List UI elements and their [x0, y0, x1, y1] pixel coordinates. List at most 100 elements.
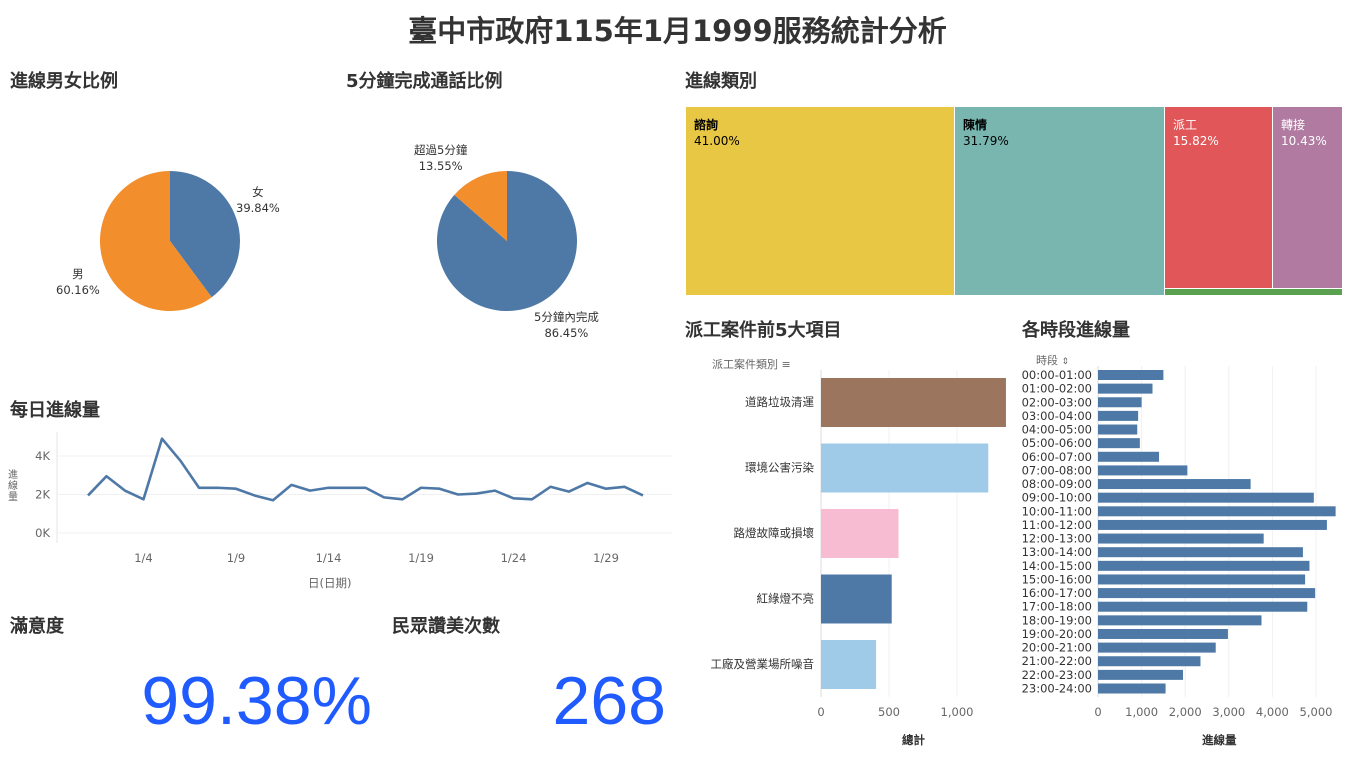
- treemap-cell-pct: 41.00%: [694, 134, 740, 148]
- treemap-cell-transfer[interactable]: 轉接 10.43%: [1272, 106, 1343, 289]
- hourly-category-label: 03:00-04:00: [1022, 409, 1092, 423]
- daily-chart-title: 每日進線量: [10, 400, 100, 421]
- hourly-bar[interactable]: [1098, 519, 1327, 530]
- hourly-bar[interactable]: [1098, 465, 1188, 476]
- hourly-bar[interactable]: [1098, 533, 1264, 544]
- praise-count-value: 268: [552, 663, 666, 739]
- satisfaction-title: 滿意度: [10, 616, 64, 637]
- dispatch-category-label: 道路垃圾清運: [745, 395, 814, 409]
- hourly-bar[interactable]: [1098, 642, 1216, 653]
- hourly-category-label: 12:00-13:00: [1022, 532, 1092, 546]
- gender-male-pct: 60.16%: [56, 283, 100, 297]
- x-tick-label: 3,000: [1212, 705, 1245, 719]
- hourly-category-label: 04:00-05:00: [1022, 423, 1092, 437]
- dispatch-category-header-label: 派工案件類別: [712, 358, 778, 371]
- hourly-bar[interactable]: [1098, 574, 1306, 585]
- hourly-bar[interactable]: [1098, 669, 1184, 680]
- treemap-cell-pct: 10.43%: [1281, 134, 1327, 148]
- dispatch-category-label: 環境公害污染: [745, 461, 814, 475]
- hourly-bar[interactable]: [1098, 438, 1140, 449]
- dispatch-x-axis-title: 總計: [902, 733, 925, 747]
- treemap-cell-pct: 31.79%: [963, 134, 1009, 148]
- treemap-cell-pct: 15.82%: [1173, 134, 1219, 148]
- gender-female-name: 女: [252, 185, 264, 199]
- dispatch-bar[interactable]: [821, 443, 989, 493]
- daily-x-axis-title: 日(日期): [308, 576, 352, 590]
- hourly-bar[interactable]: [1098, 424, 1138, 435]
- pie-slice[interactable]: [454, 171, 507, 241]
- sort-icon[interactable]: ≡: [781, 358, 791, 371]
- gender-male-name: 男: [72, 267, 84, 281]
- hourly-category-label: 14:00-15:00: [1022, 559, 1092, 573]
- hourly-category-label: 15:00-16:00: [1022, 572, 1092, 586]
- y-tick-label: 4K: [35, 449, 50, 463]
- treemap-cell-consult[interactable]: 諮詢 41.00%: [685, 106, 955, 296]
- category-treemap: 諮詢 41.00% 陳情 31.79% 派工 15.82% 轉接 10.43%: [685, 106, 1343, 296]
- pie-slice[interactable]: [99, 171, 212, 312]
- x-tick-label: 5,000: [1300, 705, 1333, 719]
- hourly-bar[interactable]: [1098, 628, 1228, 639]
- hourly-bar[interactable]: [1098, 479, 1251, 490]
- hourly-category-label: 16:00-17:00: [1022, 586, 1092, 600]
- treemap-cell-dispatch[interactable]: 派工 15.82%: [1164, 106, 1273, 289]
- x-tick-label: 1/24: [501, 551, 527, 565]
- x-tick-label: 1/4: [134, 551, 153, 565]
- hourly-category-label: 11:00-12:00: [1022, 518, 1092, 532]
- hourly-bar[interactable]: [1098, 683, 1166, 694]
- dispatch-bar[interactable]: [821, 574, 892, 624]
- category-chart-title: 進線類別: [685, 71, 757, 92]
- hourly-bar[interactable]: [1098, 615, 1262, 626]
- gender-female-label: 女 39.84%: [236, 184, 280, 216]
- x-tick-label: 500: [878, 705, 900, 719]
- hourly-bar[interactable]: [1098, 560, 1310, 571]
- hourly-chart-title: 各時段進線量: [1022, 320, 1130, 341]
- dispatch-bar[interactable]: [821, 509, 899, 558]
- dispatch-bar[interactable]: [821, 378, 1006, 427]
- duration-over-name: 超過5分鐘: [414, 143, 468, 157]
- duration-within-label: 5分鐘內完成 86.45%: [534, 309, 599, 341]
- hourly-bar[interactable]: [1098, 588, 1316, 599]
- duration-over-label: 超過5分鐘 13.55%: [414, 142, 467, 174]
- treemap-cell-name: 轉接: [1281, 118, 1306, 132]
- hourly-bar[interactable]: [1098, 547, 1303, 558]
- treemap-cell-name: 派工: [1173, 118, 1198, 132]
- pie-slice[interactable]: [170, 171, 240, 298]
- hourly-category-label: 20:00-21:00: [1022, 641, 1092, 655]
- x-tick-label: 2,000: [1169, 705, 1202, 719]
- hourly-bar[interactable]: [1098, 451, 1160, 462]
- hourly-category-label: 18:00-19:00: [1022, 613, 1092, 627]
- dispatch-bar[interactable]: [821, 640, 877, 689]
- satisfaction-value: 99.38%: [141, 663, 372, 739]
- hourly-bar[interactable]: [1098, 492, 1314, 503]
- treemap-cell-name: 諮詢: [694, 118, 719, 132]
- daily-series-line[interactable]: [87, 437, 644, 502]
- gender-female-pct: 39.84%: [236, 201, 280, 215]
- hourly-category-label: 09:00-10:00: [1022, 491, 1092, 505]
- hourly-bar[interactable]: [1098, 601, 1308, 612]
- dispatch-category-header[interactable]: 派工案件類別 ≡: [712, 356, 791, 372]
- sort-icon[interactable]: ⇕: [1061, 357, 1070, 367]
- hourly-category-header[interactable]: 時段 ⇕: [1036, 352, 1069, 368]
- x-tick-label: 1,000: [1125, 705, 1158, 719]
- hourly-category-label: 05:00-06:00: [1022, 436, 1092, 450]
- x-tick-label: 0: [1094, 705, 1101, 719]
- dispatch-category-label: 路燈故障或損壞: [734, 526, 815, 540]
- hourly-bar[interactable]: [1098, 397, 1142, 408]
- hourly-bar[interactable]: [1098, 506, 1336, 517]
- treemap-cell-petition[interactable]: 陳情 31.79%: [954, 106, 1165, 296]
- hourly-category-label: 19:00-20:00: [1022, 627, 1092, 641]
- duration-within-pct: 86.45%: [544, 326, 589, 340]
- treemap-cell-other[interactable]: [1164, 288, 1343, 296]
- hourly-category-label: 23:00-24:00: [1022, 682, 1092, 696]
- hourly-category-label: 22:00-23:00: [1022, 668, 1092, 682]
- y-tick-label: 2K: [35, 488, 50, 502]
- y-tick-label: 0K: [35, 526, 50, 540]
- hourly-bar[interactable]: [1098, 370, 1164, 380]
- hourly-bar[interactable]: [1098, 410, 1139, 421]
- hourly-bar[interactable]: [1098, 656, 1201, 667]
- praise-title: 民眾讚美次數: [392, 616, 500, 637]
- treemap-label: 諮詢 41.00%: [694, 117, 740, 149]
- hourly-bar[interactable]: [1098, 383, 1153, 394]
